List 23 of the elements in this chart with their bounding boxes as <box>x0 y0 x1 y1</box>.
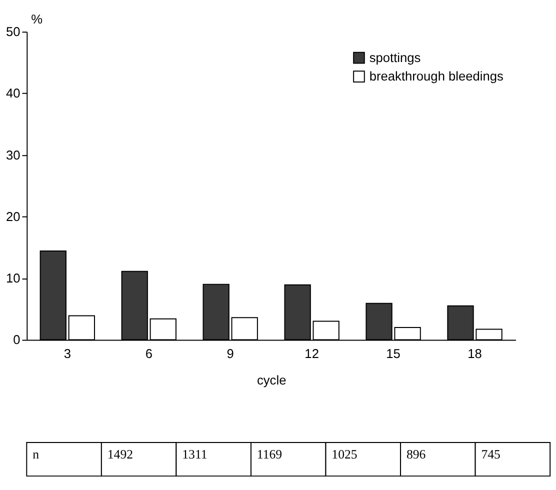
y-tick-label: 0 <box>13 332 20 348</box>
text: 745 <box>481 447 500 462</box>
x-tick-label: 9 <box>226 346 234 362</box>
text: 1025 <box>332 447 358 462</box>
x-tick-label: 15 <box>386 346 400 362</box>
legend-label: spottings <box>369 50 421 65</box>
x-tick-label: 6 <box>145 346 152 362</box>
legend-label: breakthrough bleedings <box>369 68 504 84</box>
y-tick-label: 30 <box>6 147 20 162</box>
text: 1492 <box>107 447 134 462</box>
y-tick-label: 10 <box>6 270 20 286</box>
x-tick-label: 18 <box>468 346 482 362</box>
text: 896 <box>406 447 426 462</box>
y-axis-title: % <box>31 11 43 26</box>
x-tick-label: 12 <box>304 346 319 362</box>
text: n <box>32 447 40 462</box>
x-tick-label: 3 <box>64 346 71 362</box>
x-axis-title: cycle <box>256 372 286 388</box>
y-tick-label: 40 <box>6 86 20 101</box>
y-tick-label: 50 <box>6 24 20 40</box>
text: 1169 <box>256 447 282 462</box>
text: 1311 <box>182 447 208 462</box>
y-tick-label: 20 <box>6 208 20 224</box>
